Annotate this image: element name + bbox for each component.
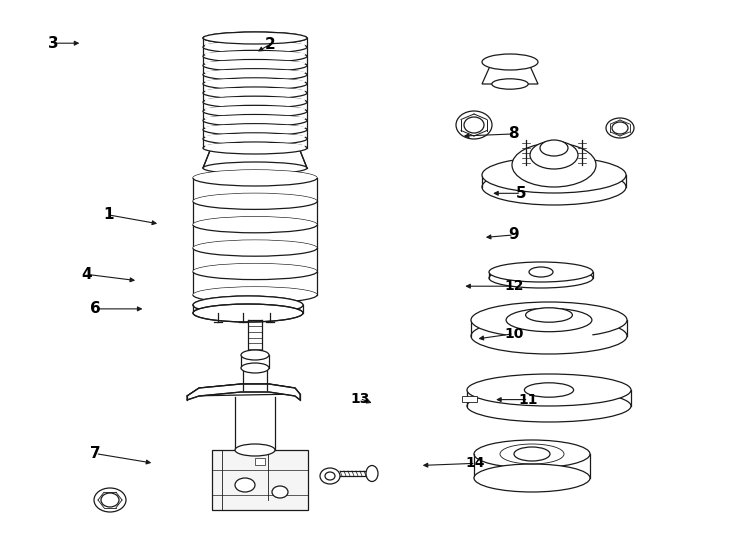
Ellipse shape <box>524 383 573 397</box>
Ellipse shape <box>506 308 592 332</box>
Ellipse shape <box>467 374 631 406</box>
Ellipse shape <box>193 170 317 186</box>
Text: 2: 2 <box>265 37 275 52</box>
Ellipse shape <box>206 89 305 93</box>
Ellipse shape <box>193 287 317 303</box>
Ellipse shape <box>206 43 305 48</box>
Ellipse shape <box>241 350 269 360</box>
Ellipse shape <box>471 302 627 338</box>
Ellipse shape <box>203 41 307 53</box>
Ellipse shape <box>193 193 317 210</box>
Ellipse shape <box>206 116 305 121</box>
Ellipse shape <box>526 308 573 322</box>
Text: 8: 8 <box>509 126 519 141</box>
Ellipse shape <box>235 444 275 456</box>
Ellipse shape <box>206 79 305 84</box>
Ellipse shape <box>203 162 307 174</box>
Ellipse shape <box>540 140 568 156</box>
Polygon shape <box>255 458 265 465</box>
Ellipse shape <box>206 144 305 149</box>
Ellipse shape <box>464 117 484 133</box>
Ellipse shape <box>489 268 593 288</box>
Text: 3: 3 <box>48 36 58 51</box>
Ellipse shape <box>512 143 596 187</box>
Ellipse shape <box>471 318 627 354</box>
Ellipse shape <box>325 472 335 480</box>
Polygon shape <box>203 148 307 168</box>
Polygon shape <box>212 450 308 510</box>
Ellipse shape <box>193 304 303 322</box>
Ellipse shape <box>272 486 288 498</box>
Text: 9: 9 <box>509 227 519 242</box>
Ellipse shape <box>203 87 307 99</box>
Text: 1: 1 <box>103 207 114 222</box>
Text: 12: 12 <box>504 279 523 293</box>
Ellipse shape <box>467 390 631 422</box>
Ellipse shape <box>203 133 307 145</box>
Ellipse shape <box>203 59 307 71</box>
Ellipse shape <box>193 296 303 314</box>
Ellipse shape <box>206 70 305 75</box>
Ellipse shape <box>530 141 578 169</box>
Text: 13: 13 <box>350 392 369 406</box>
Polygon shape <box>482 62 538 84</box>
Ellipse shape <box>320 468 340 484</box>
Ellipse shape <box>203 142 307 154</box>
Ellipse shape <box>193 240 317 256</box>
Ellipse shape <box>206 61 305 66</box>
Ellipse shape <box>482 169 626 205</box>
Ellipse shape <box>529 267 553 277</box>
Ellipse shape <box>206 33 305 38</box>
Ellipse shape <box>193 217 317 233</box>
Ellipse shape <box>206 134 305 139</box>
Ellipse shape <box>482 157 626 193</box>
Polygon shape <box>187 384 300 400</box>
Ellipse shape <box>206 107 305 112</box>
Ellipse shape <box>612 122 628 134</box>
Polygon shape <box>187 384 300 396</box>
Ellipse shape <box>101 493 119 507</box>
Ellipse shape <box>203 78 307 90</box>
Ellipse shape <box>506 325 592 348</box>
Ellipse shape <box>482 54 538 70</box>
Ellipse shape <box>203 114 307 126</box>
Polygon shape <box>462 396 477 402</box>
Ellipse shape <box>235 478 255 492</box>
Text: 5: 5 <box>516 186 526 201</box>
Ellipse shape <box>94 488 126 512</box>
Ellipse shape <box>514 471 550 485</box>
Ellipse shape <box>193 296 303 314</box>
Ellipse shape <box>474 440 590 468</box>
Ellipse shape <box>203 32 307 44</box>
Ellipse shape <box>193 264 317 280</box>
Text: 14: 14 <box>466 456 485 470</box>
Text: 6: 6 <box>90 301 101 316</box>
Ellipse shape <box>203 69 307 80</box>
Ellipse shape <box>206 125 305 130</box>
Text: 10: 10 <box>504 327 523 341</box>
Ellipse shape <box>203 32 307 44</box>
Ellipse shape <box>492 79 528 89</box>
Ellipse shape <box>489 262 593 282</box>
Ellipse shape <box>474 464 590 492</box>
Ellipse shape <box>206 52 305 57</box>
Text: 11: 11 <box>519 393 538 407</box>
Ellipse shape <box>203 105 307 117</box>
Ellipse shape <box>203 124 307 136</box>
Ellipse shape <box>241 363 269 373</box>
Ellipse shape <box>456 111 492 139</box>
Ellipse shape <box>203 50 307 62</box>
Text: 7: 7 <box>90 446 101 461</box>
Ellipse shape <box>514 447 550 461</box>
Ellipse shape <box>193 302 303 320</box>
Ellipse shape <box>203 96 307 108</box>
Text: 4: 4 <box>81 267 92 282</box>
Ellipse shape <box>606 118 634 138</box>
Ellipse shape <box>366 465 378 482</box>
Ellipse shape <box>206 98 305 103</box>
